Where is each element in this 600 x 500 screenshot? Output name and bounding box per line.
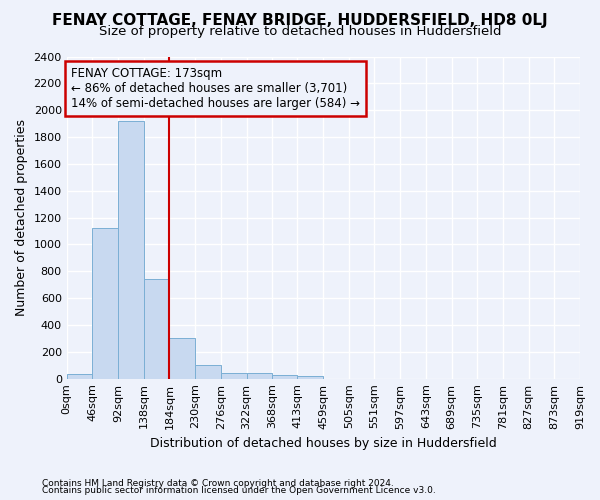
- Bar: [298, 376, 323, 378]
- Bar: [144, 278, 169, 378]
- X-axis label: Distribution of detached houses by size in Huddersfield: Distribution of detached houses by size …: [150, 437, 497, 450]
- Text: Contains public sector information licensed under the Open Government Licence v3: Contains public sector information licen…: [42, 486, 436, 495]
- Text: FENAY COTTAGE, FENAY BRIDGE, HUDDERSFIELD, HD8 0LJ: FENAY COTTAGE, FENAY BRIDGE, HUDDERSFIEL…: [52, 12, 548, 28]
- Text: Size of property relative to detached houses in Huddersfield: Size of property relative to detached ho…: [99, 25, 501, 38]
- Bar: [169, 338, 195, 378]
- Y-axis label: Number of detached properties: Number of detached properties: [15, 119, 28, 316]
- Bar: [221, 372, 247, 378]
- Bar: [118, 121, 144, 378]
- Bar: [195, 364, 221, 378]
- Text: Contains HM Land Registry data © Crown copyright and database right 2024.: Contains HM Land Registry data © Crown c…: [42, 478, 394, 488]
- Bar: [272, 375, 298, 378]
- Bar: [247, 373, 272, 378]
- Text: FENAY COTTAGE: 173sqm
← 86% of detached houses are smaller (3,701)
14% of semi-d: FENAY COTTAGE: 173sqm ← 86% of detached …: [71, 67, 360, 110]
- Bar: [67, 374, 92, 378]
- Bar: [92, 228, 118, 378]
